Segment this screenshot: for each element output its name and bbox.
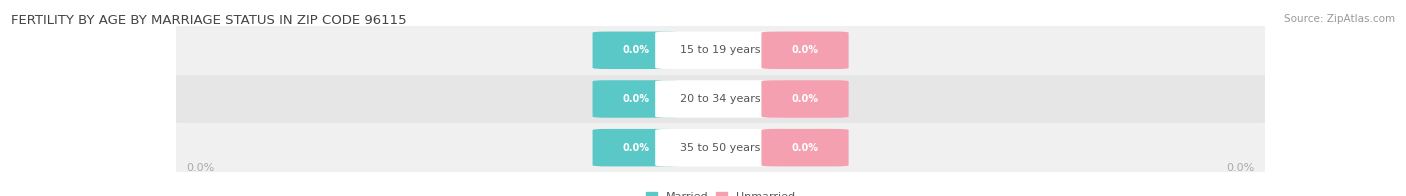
Text: 15 to 19 years: 15 to 19 years [681,45,761,55]
FancyBboxPatch shape [159,75,1282,123]
FancyBboxPatch shape [655,80,786,118]
FancyBboxPatch shape [655,32,786,69]
Text: 0.0%: 0.0% [623,143,650,153]
FancyBboxPatch shape [655,129,786,166]
Text: Source: ZipAtlas.com: Source: ZipAtlas.com [1284,14,1395,24]
FancyBboxPatch shape [762,80,849,118]
FancyBboxPatch shape [592,129,679,166]
FancyBboxPatch shape [762,129,849,166]
Text: 0.0%: 0.0% [623,94,650,104]
Text: 0.0%: 0.0% [623,45,650,55]
FancyBboxPatch shape [762,32,849,69]
FancyBboxPatch shape [592,80,679,118]
FancyBboxPatch shape [592,32,679,69]
FancyBboxPatch shape [159,123,1282,172]
Legend: Married, Unmarried: Married, Unmarried [645,192,796,196]
FancyBboxPatch shape [159,26,1282,75]
Text: 35 to 50 years: 35 to 50 years [681,143,761,153]
Text: 20 to 34 years: 20 to 34 years [681,94,761,104]
Text: 0.0%: 0.0% [187,163,215,173]
Text: 0.0%: 0.0% [792,45,818,55]
Text: 0.0%: 0.0% [792,143,818,153]
Text: 0.0%: 0.0% [1226,163,1254,173]
Text: FERTILITY BY AGE BY MARRIAGE STATUS IN ZIP CODE 96115: FERTILITY BY AGE BY MARRIAGE STATUS IN Z… [11,14,406,27]
Text: 0.0%: 0.0% [792,94,818,104]
